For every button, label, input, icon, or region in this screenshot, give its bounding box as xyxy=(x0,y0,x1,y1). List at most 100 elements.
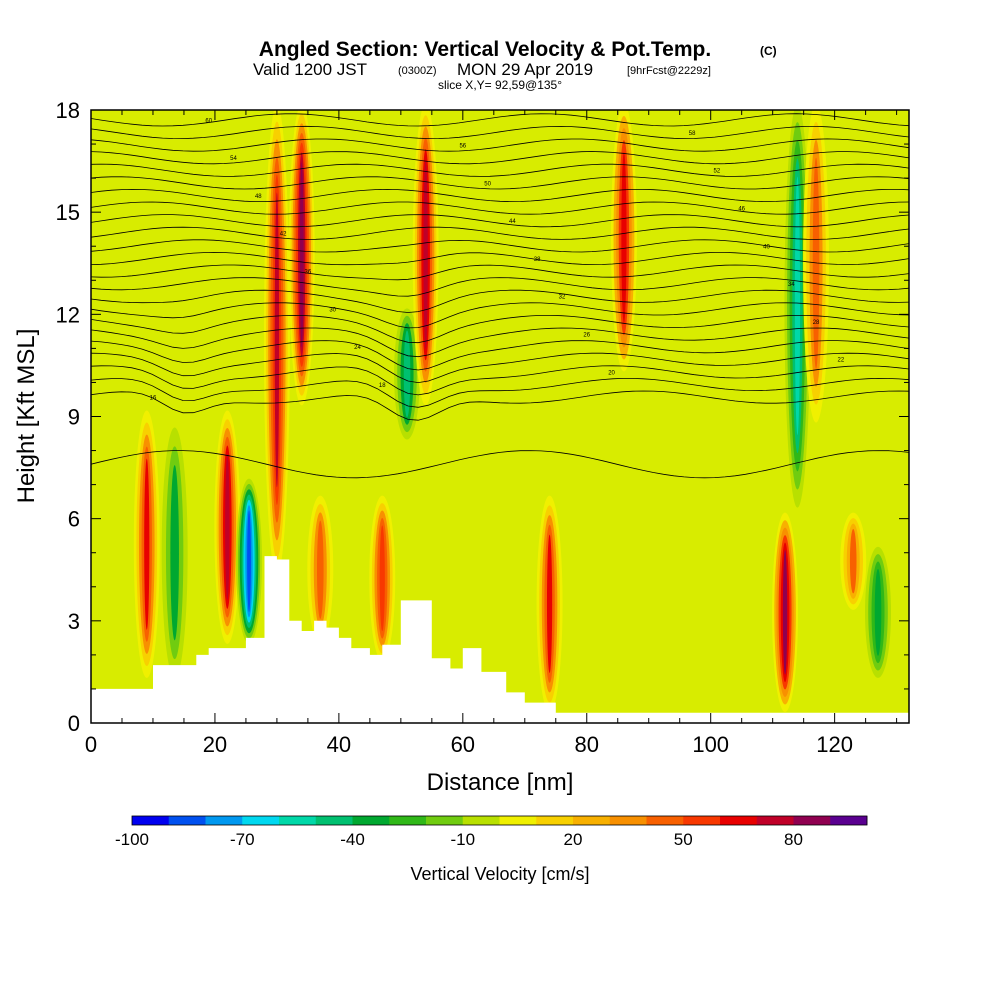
colorbar-tick-label: -40 xyxy=(340,830,365,849)
x-axis-label: Distance [nm] xyxy=(427,769,574,796)
velocity-band xyxy=(133,410,160,678)
isentrope-line xyxy=(91,352,909,384)
isentrope-line xyxy=(91,377,909,408)
colorbar-swatch xyxy=(426,816,464,825)
colorbar-swatch xyxy=(499,816,537,825)
isentrope-line xyxy=(91,314,909,344)
isentrope-label: 50 xyxy=(484,181,491,187)
isentrope-label: 40 xyxy=(763,244,770,250)
valid-time-line: Valid 1200 JST (0300Z) MON 29 Apr 2019 [… xyxy=(253,60,711,79)
isentrope-label: 20 xyxy=(608,370,615,376)
colorbar-tick-label: 20 xyxy=(564,830,583,849)
isentrope-line xyxy=(91,264,909,281)
isentrope-line xyxy=(91,390,909,421)
velocity-band-level xyxy=(621,152,627,324)
isentrope-line xyxy=(91,289,909,313)
velocity-band xyxy=(288,110,315,406)
isentrope-label: 32 xyxy=(559,295,566,301)
isentrope-label: 26 xyxy=(583,332,590,338)
colorbar-swatch xyxy=(793,816,831,825)
colorbar-label: Vertical Velocity [cm/s] xyxy=(410,864,589,884)
isentrope-line xyxy=(91,251,909,266)
isentrope-line xyxy=(91,188,909,203)
isentrope-label: 18 xyxy=(379,383,386,389)
isentrope-label: 22 xyxy=(837,358,844,364)
colorbar-swatch xyxy=(756,816,794,825)
y-tick-label: 12 xyxy=(56,302,80,327)
colorbar-swatch xyxy=(830,816,868,825)
isentrope-line xyxy=(91,277,909,297)
isentrope-line xyxy=(91,176,909,190)
velocity-band xyxy=(307,495,334,644)
valid-utc: (0300Z) xyxy=(398,65,437,77)
isentrope-label: 58 xyxy=(689,131,696,137)
velocity-band-level xyxy=(849,529,857,594)
velocity-band xyxy=(263,110,290,576)
colorbar-swatch xyxy=(683,816,721,825)
potential-temperature-contours: 16 18 20 22 24 26 28 30 32 34 36 38 40 42 44 46 48 50 52 54… xyxy=(91,113,909,479)
velocity-band-level xyxy=(874,568,882,656)
isentrope-label: 46 xyxy=(738,206,745,212)
x-tick-label: 80 xyxy=(575,732,599,757)
velocity-band xyxy=(865,546,892,678)
colorbar-swatch xyxy=(352,816,390,825)
velocity-band-level xyxy=(546,534,553,674)
isentrope-line xyxy=(91,201,909,215)
isentrope-line xyxy=(91,365,909,396)
isentrope-line xyxy=(91,214,909,228)
terrain-mask xyxy=(91,556,909,723)
isentrope-line xyxy=(91,327,909,358)
velocity-band-level xyxy=(170,465,179,641)
colorbar-tick-label: -10 xyxy=(450,830,475,849)
isentrope-line xyxy=(91,163,909,177)
colorbar-tick-label: -70 xyxy=(230,830,255,849)
velocity-band xyxy=(536,495,563,713)
colorbar-swatch xyxy=(389,816,427,825)
colorbar-swatch xyxy=(132,816,170,825)
x-tick-label: 60 xyxy=(451,732,475,757)
velocity-band xyxy=(840,512,867,610)
y-tick-label: 9 xyxy=(68,405,80,430)
isentrope-label: 52 xyxy=(714,169,721,175)
colorbar-tick-label: 50 xyxy=(674,830,693,849)
isentrope-label: 42 xyxy=(280,232,287,238)
colorbar-swatch xyxy=(279,816,317,825)
velocity-band-level xyxy=(225,454,230,601)
velocity-band-level xyxy=(403,330,411,418)
colorbar-tick-label: 80 xyxy=(784,830,803,849)
colorbar-swatch xyxy=(573,816,611,825)
isentrope-label: 38 xyxy=(534,257,541,263)
colorbar-swatch xyxy=(720,816,758,825)
velocity-band xyxy=(369,495,396,661)
y-tick-label: 3 xyxy=(68,609,80,634)
chart-title: Angled Section: Vertical Velocity & Pot.… xyxy=(259,38,711,61)
isentrope-line xyxy=(91,151,909,165)
isentrope-label: 36 xyxy=(305,269,312,275)
x-tick-label: 120 xyxy=(816,732,853,757)
isentrope-label: 16 xyxy=(150,395,157,401)
plot-area: 16 18 20 22 24 26 28 30 32 34 36 38 40 42 44 46 48 50 52 54… xyxy=(91,110,909,723)
y-tick-label: 0 xyxy=(68,711,80,736)
velocity-band-level xyxy=(274,192,280,488)
y-axis-label: Height [Kft MSL] xyxy=(13,329,40,504)
velocity-band-level xyxy=(247,510,251,613)
velocity-band-level xyxy=(299,162,304,348)
y-tick-label: 6 xyxy=(68,507,80,532)
x-tick-label: 20 xyxy=(203,732,227,757)
chart-title-unit: (C) xyxy=(760,44,777,58)
velocity-band xyxy=(772,512,799,713)
colorbar-swatch xyxy=(462,816,500,825)
colorbar-swatch xyxy=(168,816,206,825)
velocity-band xyxy=(412,110,439,406)
colorbar-swatch xyxy=(242,816,280,825)
velocity-band xyxy=(214,410,241,644)
velocity-band-level xyxy=(144,458,150,630)
isentrope-line xyxy=(91,138,909,152)
velocity-band-level xyxy=(316,520,324,619)
velocity-band-level xyxy=(782,550,788,675)
isentrope-line xyxy=(91,302,909,329)
isentrope-label: 60 xyxy=(205,118,212,124)
velocity-band-level xyxy=(379,525,385,632)
colorbar-swatch xyxy=(205,816,243,825)
